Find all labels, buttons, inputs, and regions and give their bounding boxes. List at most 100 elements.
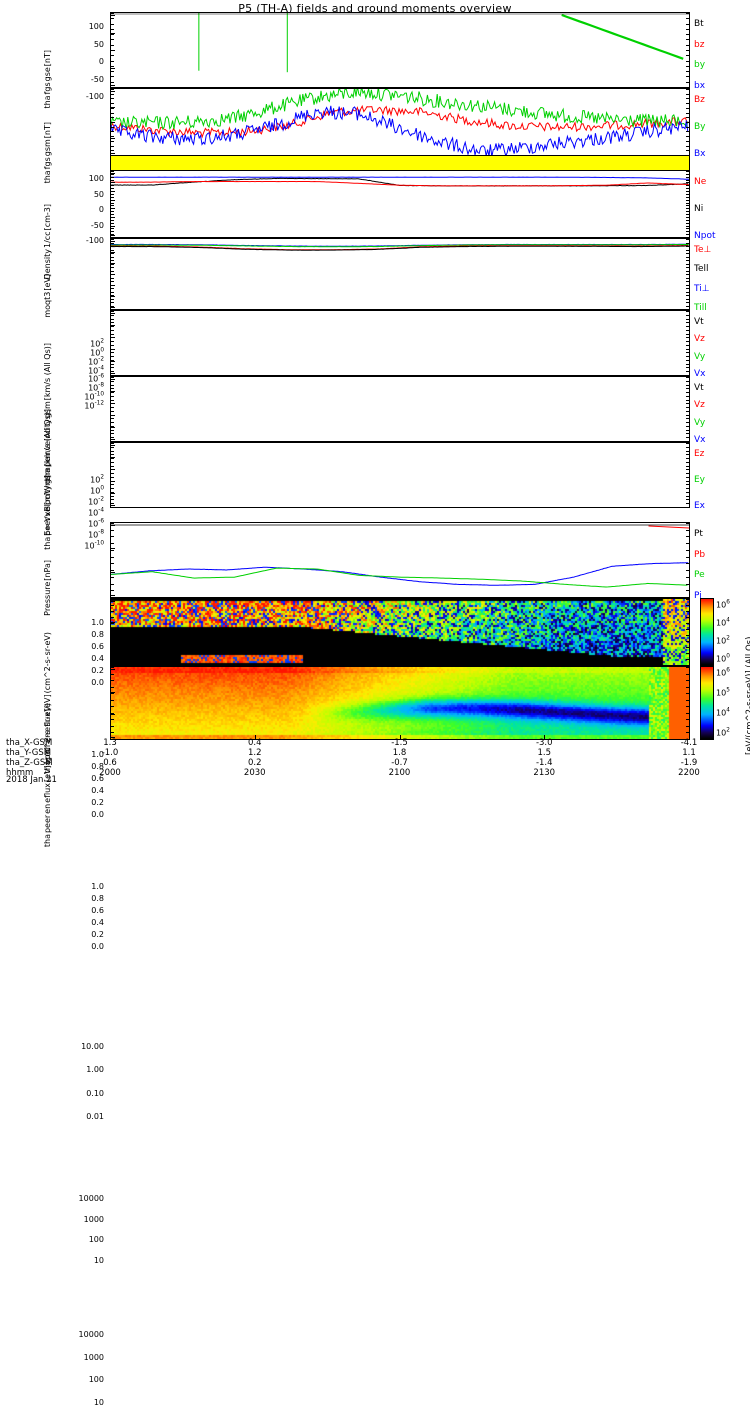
minor-tick	[686, 326, 689, 328]
minor-tick	[686, 242, 689, 244]
ytick-fgs-gse-0: 100	[88, 22, 104, 31]
minor-tick	[111, 352, 114, 354]
minor-tick	[686, 576, 689, 578]
ytick-mark	[110, 226, 115, 228]
legend-pressure-Pe: Pe	[694, 570, 705, 581]
minor-tick	[111, 599, 114, 600]
minor-tick	[111, 176, 114, 178]
colorbar-tick-peir-colorbar-2: 102	[716, 635, 730, 646]
ytick-fgs-gsm-2: 0	[98, 205, 104, 214]
ytick-peer-eflux-1: 1000	[83, 1352, 104, 1362]
minor-tick	[686, 93, 689, 95]
minor-tick	[111, 214, 114, 216]
minor-tick	[686, 410, 689, 412]
minor-tick	[686, 476, 689, 478]
minor-tick	[686, 623, 689, 624]
minor-tick	[686, 211, 689, 213]
ytick-fgs-gsm-1: 50	[93, 189, 104, 199]
panel-peer-velocity	[110, 376, 690, 442]
axis-row-value: -1.0	[101, 748, 119, 758]
minor-tick	[686, 208, 689, 210]
minor-tick	[111, 699, 114, 701]
minor-tick	[686, 473, 689, 475]
page-title: P5 (TH-A) fields and ground moments over…	[238, 2, 512, 15]
minor-tick	[111, 126, 114, 128]
ytick-mark	[110, 642, 115, 644]
minor-tick	[111, 60, 114, 62]
minor-tick	[686, 543, 689, 545]
minor-tick	[686, 429, 689, 431]
minor-tick	[111, 611, 114, 612]
minor-tick	[686, 253, 689, 254]
ytick-mark	[110, 296, 115, 297]
minor-tick	[686, 352, 689, 354]
xtick-mark-0	[110, 735, 111, 740]
legend-moqt3-Till: Till	[694, 303, 707, 313]
minor-tick	[111, 305, 114, 307]
ytick-mark	[110, 241, 115, 242]
minor-tick	[111, 665, 114, 666]
minor-tick	[111, 549, 114, 551]
legend-peer-velocity-Vz: Vz	[694, 400, 705, 411]
minor-tick	[686, 107, 689, 109]
ytick-e-field-5: 0.0	[91, 942, 104, 951]
axis-row-value: 2030	[243, 768, 266, 778]
minor-tick	[111, 28, 114, 30]
minor-tick	[111, 193, 114, 195]
minor-tick	[111, 191, 114, 193]
ytick-density-0: 102	[90, 338, 104, 349]
minor-tick	[111, 623, 114, 624]
legend-e-field-Ez: Ez	[694, 449, 705, 459]
minor-tick	[111, 249, 114, 251]
minor-tick	[111, 377, 114, 378]
minor-tick	[686, 34, 689, 36]
minor-tick	[686, 647, 689, 648]
ytick-mark	[110, 601, 115, 602]
minor-tick	[686, 87, 689, 88]
ytick-peir-velocity-4: 0.2	[91, 666, 104, 675]
minor-tick	[686, 122, 689, 123]
ytick-pressure-2: 0.10	[86, 1088, 104, 1098]
xtick-mark-1	[255, 735, 256, 740]
minor-tick	[686, 76, 689, 78]
minor-tick	[686, 712, 689, 714]
minor-tick	[111, 653, 114, 654]
minor-tick	[111, 680, 114, 682]
ytick-pressure-0: 10.00	[81, 1042, 104, 1051]
ytick-mark	[110, 235, 115, 236]
minor-tick	[686, 399, 689, 401]
ytick-density-2: 10-2	[88, 356, 104, 367]
axis-row-label: hhmm	[6, 768, 34, 778]
minor-tick	[686, 309, 689, 310]
ytick-labels-fgs-gse: 100 50 0 -50 -100	[0, 12, 108, 101]
minor-tick	[686, 605, 689, 606]
panel-peir-velocity	[110, 310, 690, 376]
colorbar-tick-peer-colorbar-3: 102	[716, 727, 730, 738]
axis-row-value: 1.2	[247, 748, 262, 758]
legend-fgs-gse-bx: bx	[694, 81, 706, 91]
ytick-fgs-gsm-0: 100	[88, 174, 104, 183]
ytick-peir-velocity-0: 1.0	[91, 618, 104, 627]
panel-moqt3	[110, 238, 690, 310]
minor-tick	[111, 503, 114, 505]
axis-row-value: 0.4	[247, 738, 262, 748]
minor-tick	[686, 155, 689, 156]
minor-tick	[686, 363, 689, 365]
legend-peir-velocity-Vx: Vx	[694, 369, 706, 379]
ytick-peer-velocity-2: 0.6	[91, 774, 104, 783]
minor-tick	[686, 693, 689, 695]
minor-tick	[111, 495, 114, 497]
axis-row-value: -0.7	[391, 758, 408, 768]
axis-row-value: 2000	[99, 768, 121, 778]
minor-tick	[111, 242, 114, 244]
legend-peir-velocity-Vt: Vt	[694, 317, 704, 327]
axis-row-thaYGSM: tha_Y-GSM -1.0 1.2 1.8 1.5 1.1	[6, 748, 750, 758]
minor-tick	[686, 359, 689, 361]
ytick-moqt3-2: 10-2	[88, 496, 104, 507]
minor-tick	[111, 473, 114, 475]
xtick-mark-3	[544, 735, 545, 740]
legend-fgs-gse-bz: bz	[694, 39, 705, 50]
spectrogram-peer-eflux	[111, 667, 689, 739]
minor-tick	[686, 329, 689, 331]
ytick-mark	[110, 493, 115, 494]
